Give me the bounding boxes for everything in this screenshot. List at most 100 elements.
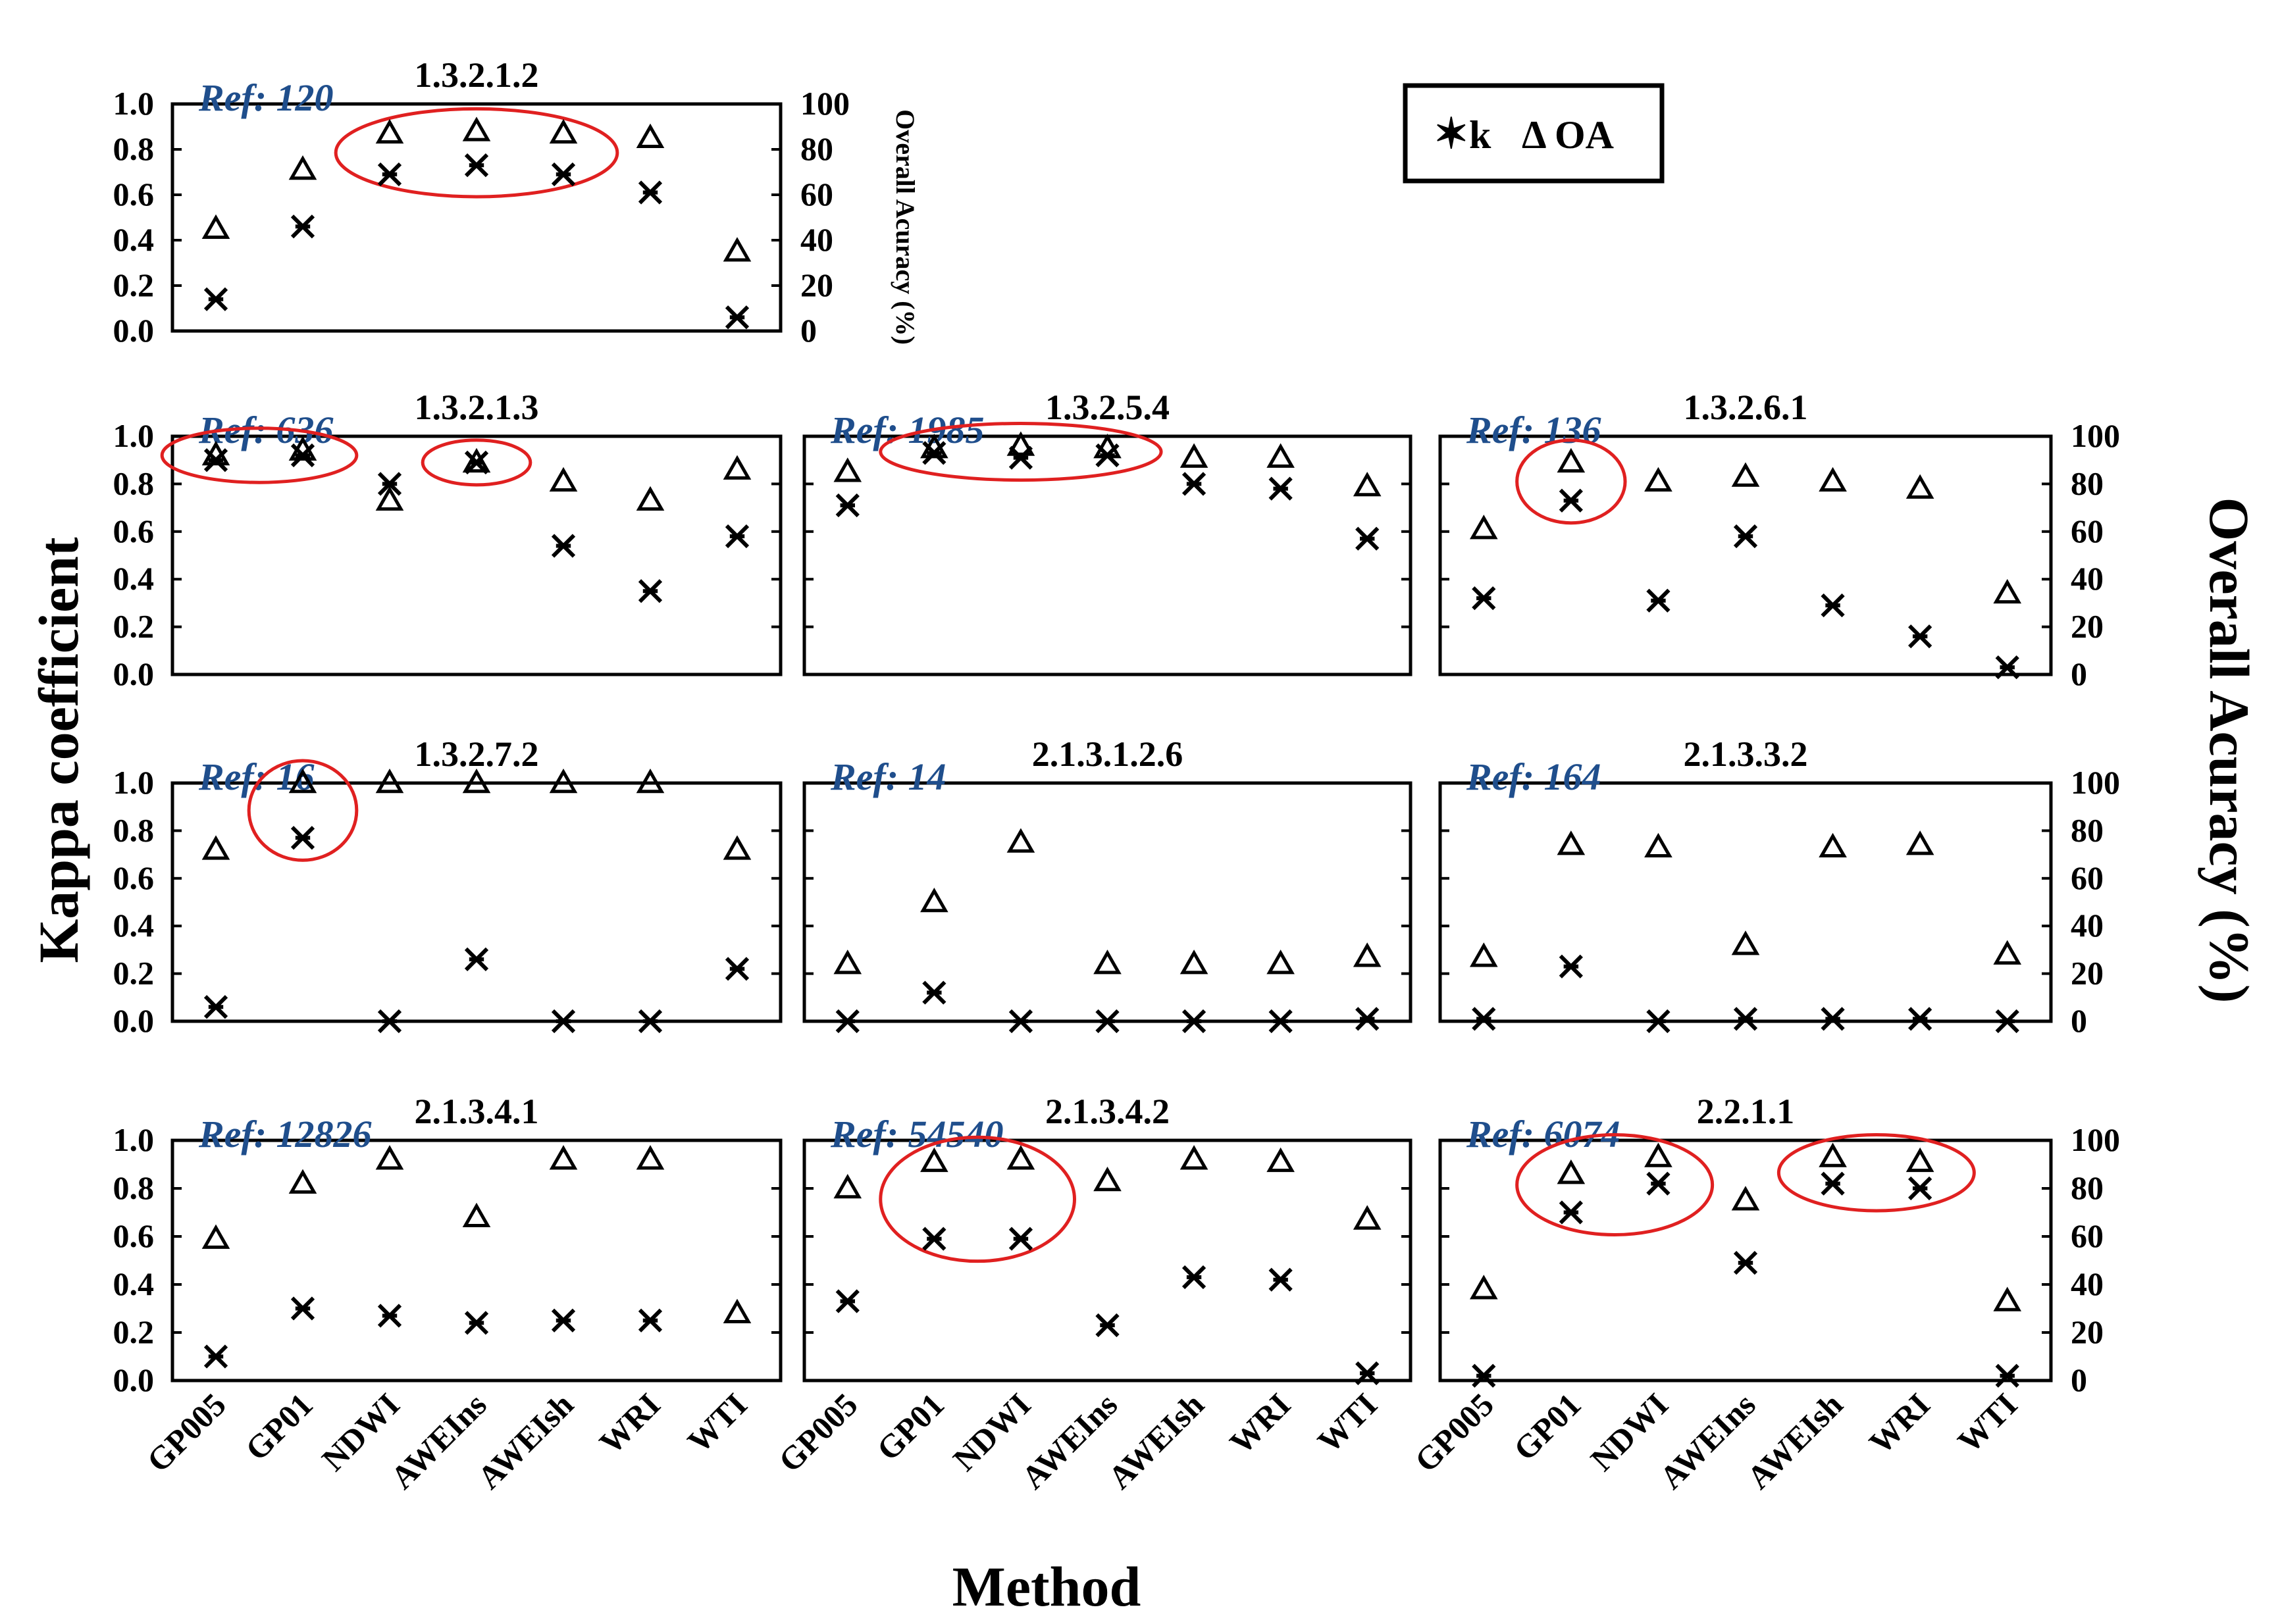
kappa-point <box>725 957 750 981</box>
y-tick-label-right: 100 <box>800 85 850 122</box>
kappa-point <box>1008 1009 1033 1034</box>
y-tick-label-left: 0.0 <box>113 1002 155 1039</box>
kappa-point <box>1268 1009 1293 1034</box>
legend-oa-symbol: Δ <box>1522 113 1547 157</box>
y-tick-label-right: 40 <box>800 221 833 258</box>
y-tick-label-left: 0.2 <box>113 955 155 992</box>
highlight-ellipse <box>334 107 619 199</box>
y-tick-label-left: 0.8 <box>113 1169 155 1206</box>
kappa-point <box>1268 1267 1293 1292</box>
kappa-point <box>551 162 576 187</box>
oa-point <box>1557 1159 1586 1184</box>
panel-title: 2.1.3.4.1 <box>415 1092 539 1131</box>
highlight-ellipse <box>1515 1133 1715 1237</box>
y-tick-label-left: 0.2 <box>113 608 155 645</box>
kappa-point <box>725 524 750 549</box>
panel-frame <box>170 434 783 676</box>
y-tick-label-right: 0 <box>2071 1361 2087 1398</box>
panel-frame <box>1438 1138 2053 1383</box>
oa-point <box>549 768 578 794</box>
kappa-point <box>551 1308 576 1332</box>
oa-point <box>375 486 404 511</box>
kappa-point <box>290 1296 315 1321</box>
kappa-point <box>464 1311 489 1335</box>
y-tick-label-right: 100 <box>2071 764 2120 801</box>
panel-ref: Ref: 164 <box>1466 755 1601 798</box>
kappa-point <box>922 1227 946 1251</box>
y-tick-label-right: 60 <box>2071 859 2104 896</box>
x-tick-label: GP005 <box>1407 1386 1501 1479</box>
x-tick-label: WRI <box>1862 1386 1937 1461</box>
x-tick-label: GP005 <box>140 1386 233 1479</box>
kappa-point <box>1095 443 1120 468</box>
kappa-point <box>1472 1363 1496 1388</box>
legend-k-label: k <box>1469 113 1491 157</box>
kappa-point <box>1559 1200 1583 1225</box>
oa-point <box>1993 940 2022 965</box>
oa-point <box>1644 1142 1672 1167</box>
legend: ✶ k Δ OA <box>1403 83 1665 184</box>
x-axis-label: Method <box>952 1555 1141 1618</box>
y-tick-label-left: 0.4 <box>113 560 155 597</box>
oa-point <box>1353 471 1382 497</box>
y-tick-label-right: 40 <box>2071 907 2104 944</box>
kappa-point <box>1008 1227 1033 1251</box>
oa-point <box>1644 467 1672 492</box>
y-tick-label-right: 60 <box>2071 1217 2104 1254</box>
panel-1.3.2.1.2: 1.3.2.1.2 Ref: 120 0.0 0.2 0.4 0.6 0.8 1.0 0 20 40… <box>113 55 850 349</box>
oa-point <box>636 486 665 511</box>
kappa-point <box>1646 1171 1671 1196</box>
panel-frame <box>170 781 783 1023</box>
panel-title: 1.3.2.7.2 <box>415 734 539 774</box>
oa-point <box>1093 1167 1122 1192</box>
panel-frame <box>170 102 783 333</box>
y-tick-label-left: 0.8 <box>113 811 155 848</box>
kappa-point <box>1355 1361 1380 1386</box>
highlight-ellipse <box>1776 1133 1976 1213</box>
y-tick-label-right: 20 <box>800 266 833 303</box>
oa-point <box>1006 828 1035 853</box>
y-tick-label-right: 100 <box>2071 417 2120 454</box>
y-tick-label-right: 60 <box>2071 513 2104 549</box>
kappa-point <box>835 493 860 518</box>
kappa-point <box>203 287 228 311</box>
oa-point <box>1644 832 1672 857</box>
kappa-point <box>725 305 750 330</box>
oa-point <box>1731 462 1760 487</box>
panel1-right-axis-label: Overall Acuracy (%) <box>891 109 920 345</box>
y-tick-label-right: 0 <box>2071 1002 2087 1039</box>
oa-point <box>636 768 665 794</box>
y-tick-label-left: 0.6 <box>113 176 155 213</box>
oa-point <box>549 118 578 144</box>
x-tick-label: WTI <box>1310 1386 1384 1459</box>
kappa-point <box>1181 472 1206 496</box>
oa-point <box>1557 447 1586 473</box>
y-tick-label-right: 20 <box>2071 955 2104 992</box>
panel-frame <box>802 434 1412 676</box>
x-tick-label: WRI <box>1222 1386 1297 1461</box>
oa-point <box>1819 467 1847 492</box>
y-tick-label-right: 40 <box>2071 1265 2104 1302</box>
oa-point <box>1093 950 1122 975</box>
panel-ref: Ref: 1985 <box>830 409 985 451</box>
oa-point <box>1819 832 1847 857</box>
kappa-point <box>922 441 946 465</box>
y-tick-label-left: 0.2 <box>113 266 155 303</box>
kappa-point <box>377 472 402 496</box>
kappa-point <box>1095 1313 1120 1338</box>
kappa-point <box>1646 588 1671 613</box>
oa-point <box>1179 443 1208 468</box>
kappa-point <box>1733 1251 1758 1275</box>
panel-frame <box>1438 434 2053 676</box>
x-tick-label: AWEIsh <box>1740 1386 1850 1496</box>
y-axis-label-left: Kappa coefficient <box>27 537 90 963</box>
y-tick-label-left: 0.6 <box>113 513 155 549</box>
panel-2.1.3.3.2: 2.1.3.3.2 Ref: 164 0 20 40 60 80 100 <box>1438 734 2120 1039</box>
oa-point <box>1006 1145 1035 1170</box>
kappa-point <box>464 947 489 972</box>
legend-box <box>1403 83 1665 184</box>
oa-point <box>723 455 752 480</box>
oa-point <box>201 835 230 860</box>
oa-point <box>723 835 752 860</box>
oa-point <box>1353 942 1382 967</box>
